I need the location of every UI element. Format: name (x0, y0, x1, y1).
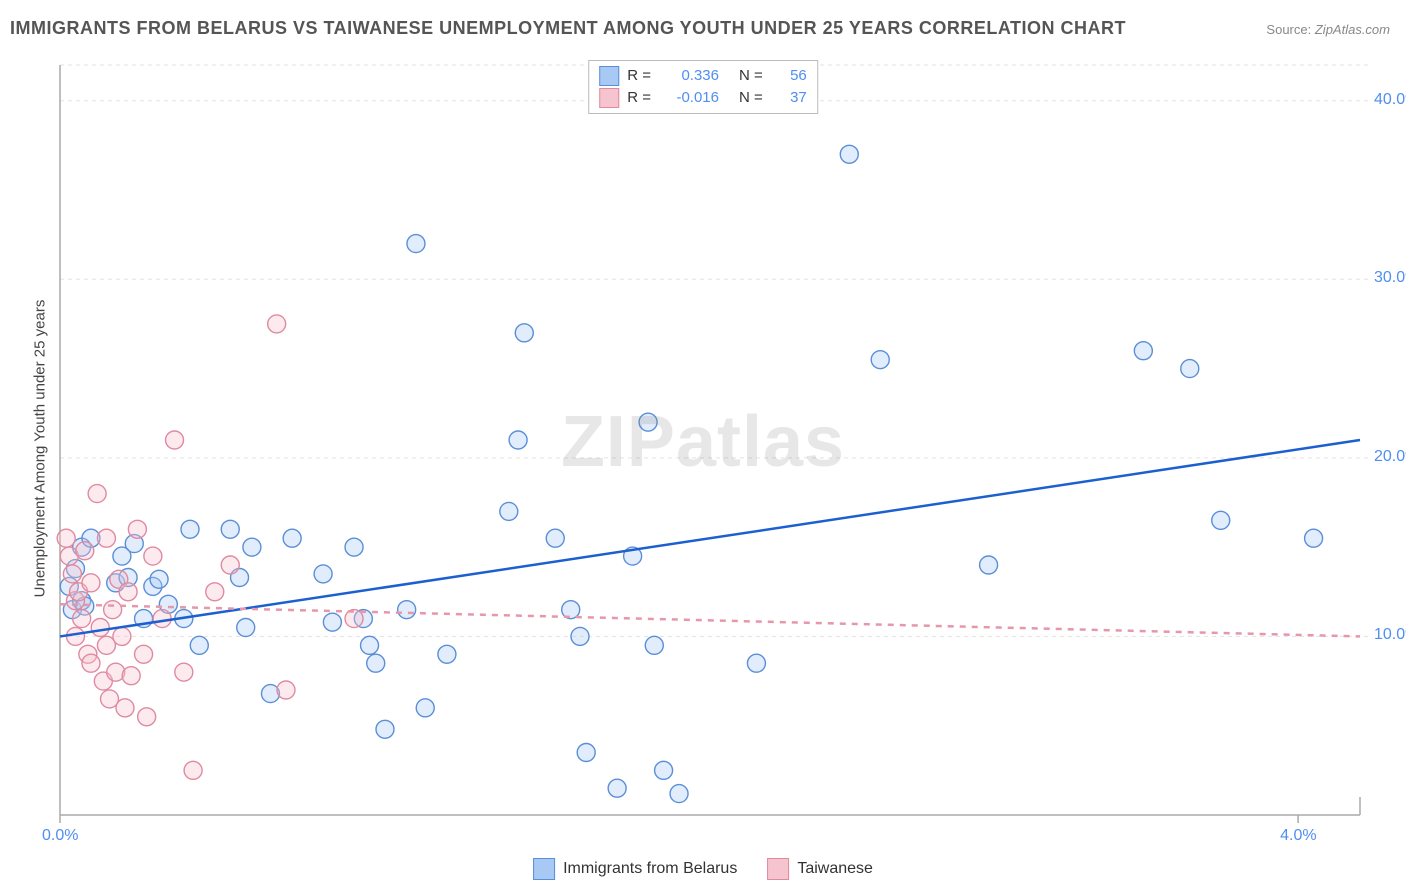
r-label: R = (627, 87, 651, 109)
n-label: N = (739, 65, 763, 87)
legend-swatch (767, 858, 789, 880)
chart-title: IMMIGRANTS FROM BELARUS VS TAIWANESE UNE… (10, 18, 1126, 39)
legend-label: Taiwanese (797, 860, 873, 878)
legend-item: Taiwanese (767, 858, 873, 880)
stats-legend-row: R = -0.016 N = 37 (599, 87, 807, 109)
legend-swatch (599, 66, 619, 86)
r-label: R = (627, 65, 651, 87)
y-tick-label: 40.0% (1374, 91, 1406, 109)
y-tick-label: 30.0% (1374, 269, 1406, 287)
y-tick-label: 10.0% (1374, 626, 1406, 644)
stats-legend: R = 0.336 N = 56 R = -0.016 N = 37 (588, 60, 818, 114)
y-axis-label: Unemployment Among Youth under 25 years (32, 289, 49, 609)
legend-item: Immigrants from Belarus (533, 858, 737, 880)
n-value: 56 (771, 65, 807, 87)
source-attribution: Source: ZipAtlas.com (1266, 22, 1390, 37)
y-tick-label: 20.0% (1374, 448, 1406, 466)
r-value: -0.016 (659, 87, 719, 109)
source-label: Source: (1266, 22, 1311, 37)
legend-label: Immigrants from Belarus (563, 860, 737, 878)
n-label: N = (739, 87, 763, 109)
legend-swatch (533, 858, 555, 880)
stats-legend-row: R = 0.336 N = 56 (599, 65, 807, 87)
source-value: ZipAtlas.com (1315, 22, 1390, 37)
series-legend: Immigrants from Belarus Taiwanese (533, 858, 873, 880)
n-value: 37 (771, 87, 807, 109)
legend-swatch (599, 88, 619, 108)
chart-container: IMMIGRANTS FROM BELARUS VS TAIWANESE UNE… (0, 0, 1406, 892)
x-tick-label: 0.0% (42, 827, 78, 845)
plot-area (50, 55, 1380, 835)
scatter-svg (50, 55, 1380, 835)
r-value: 0.336 (659, 65, 719, 87)
x-tick-label: 4.0% (1280, 827, 1316, 845)
